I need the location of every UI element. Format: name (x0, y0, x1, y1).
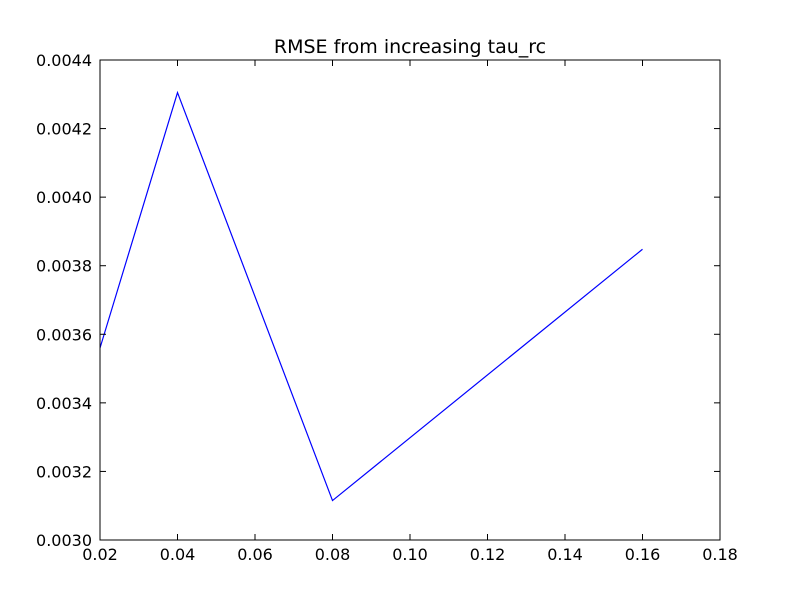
x-tick-label: 0.02 (82, 545, 118, 564)
x-tick-label: 0.18 (702, 545, 738, 564)
x-tick-label: 0.12 (470, 545, 506, 564)
y-tick-label: 0.0030 (36, 531, 92, 550)
y-tick-label: 0.0044 (36, 51, 92, 70)
x-tick-label: 0.10 (392, 545, 428, 564)
x-tick-label: 0.14 (547, 545, 583, 564)
x-tick-label: 0.08 (315, 545, 351, 564)
y-tick-label: 0.0040 (36, 188, 92, 207)
y-tick-label: 0.0036 (36, 325, 92, 344)
y-tick-label: 0.0034 (36, 394, 92, 413)
x-tick-label: 0.16 (625, 545, 661, 564)
y-tick-label: 0.0038 (36, 257, 92, 276)
y-tick-label: 0.0032 (36, 462, 92, 481)
chart-title: RMSE from increasing tau_rc (274, 36, 546, 58)
x-tick-label: 0.04 (160, 545, 196, 564)
y-tick-label: 0.0042 (36, 120, 92, 139)
x-tick-label: 0.06 (237, 545, 273, 564)
series-line (99, 90, 643, 502)
